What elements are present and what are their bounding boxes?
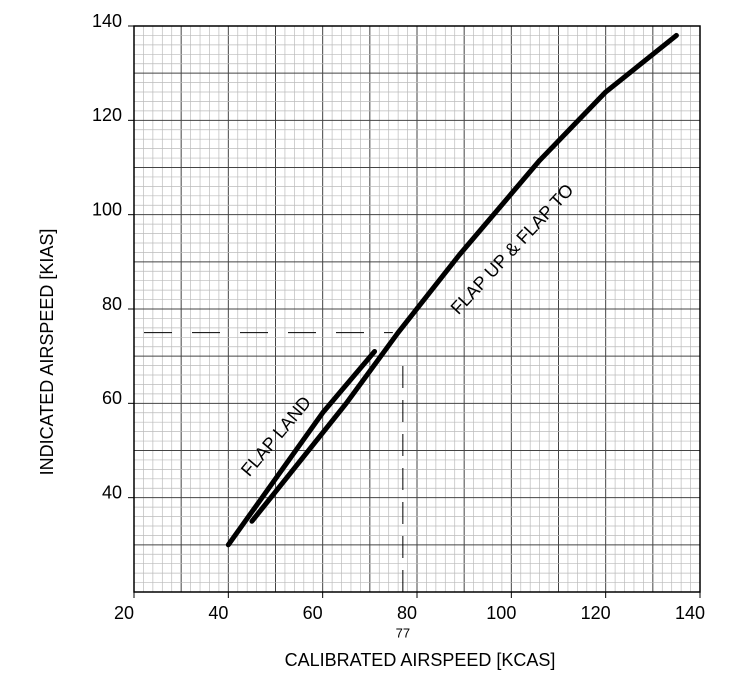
y-tick-label: 60 [102,388,122,408]
x-tick-label: 140 [675,603,705,623]
x-tick-label: 20 [114,603,134,623]
x-tick-label: 60 [303,603,323,623]
y-axis-label: INDICATED AIRSPEED [KIAS] [37,229,57,476]
y-tick-label: 140 [92,11,122,31]
y-tick-label: 80 [102,294,122,314]
x-tick-label: 120 [581,603,611,623]
x-tick-label: 100 [486,603,516,623]
series-line [249,32,679,524]
series-line [225,348,378,548]
x-tick-label: 40 [208,603,228,623]
reference-label: 77 [396,625,410,640]
x-axis-label: CALIBRATED AIRSPEED [KCAS] [285,650,556,670]
y-tick-label: 40 [102,482,122,502]
y-tick-label: 100 [92,199,122,219]
x-tick-label: 80 [397,603,417,623]
y-tick-label: 120 [92,105,122,125]
